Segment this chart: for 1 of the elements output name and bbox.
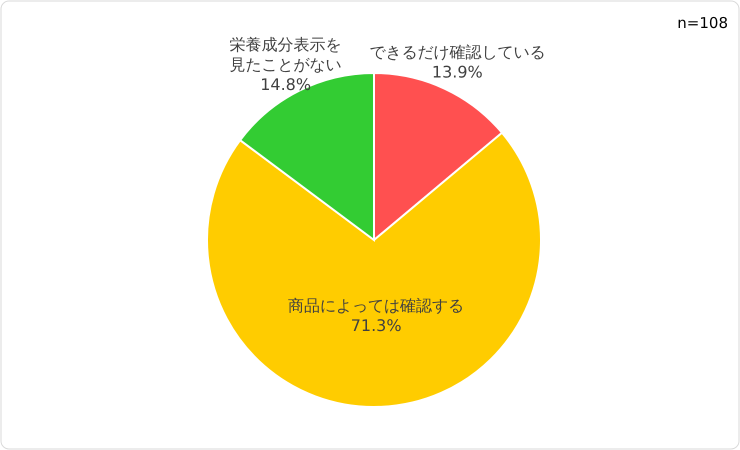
- text: n=108: [677, 14, 728, 32]
